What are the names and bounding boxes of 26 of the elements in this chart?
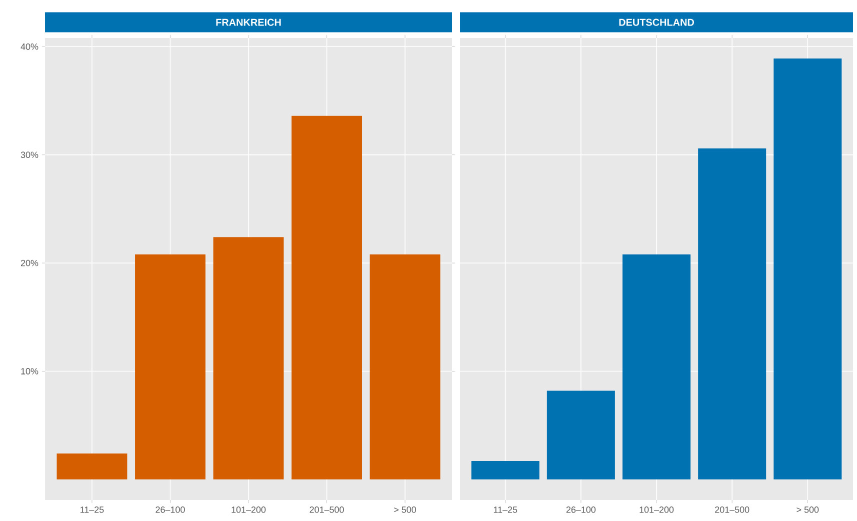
x-tick-label: 26–100	[566, 506, 596, 513]
bar	[56, 453, 128, 480]
x-tick-label: 201–500	[715, 506, 750, 513]
bar	[471, 461, 540, 480]
x-tick-label: 101–200	[232, 506, 266, 513]
bar	[698, 148, 766, 480]
bar	[135, 254, 206, 480]
y-tick-label: 10%	[21, 368, 38, 374]
bar	[774, 58, 842, 480]
x-tick-label: 11–25	[80, 506, 104, 513]
bar	[622, 254, 691, 480]
y-tick-label: 20%	[20, 260, 38, 266]
chart-title: FRANKREICH	[216, 18, 281, 26]
chart-title: DEUTSCHLAND	[619, 18, 694, 26]
y-tick-label: 30%	[20, 152, 38, 158]
x-tick-label: 201–500	[310, 506, 344, 513]
bar	[213, 237, 284, 480]
x-tick-label: > 500	[394, 506, 416, 513]
x-tick-label: 26–100	[156, 506, 185, 513]
bar	[292, 116, 362, 480]
bar	[370, 254, 440, 480]
y-tick-label: 40%	[20, 43, 38, 50]
x-tick-label: 11–25	[494, 506, 518, 513]
x-tick-label: > 500	[796, 506, 819, 513]
bar	[546, 390, 615, 480]
x-tick-label: 101–200	[640, 506, 674, 513]
